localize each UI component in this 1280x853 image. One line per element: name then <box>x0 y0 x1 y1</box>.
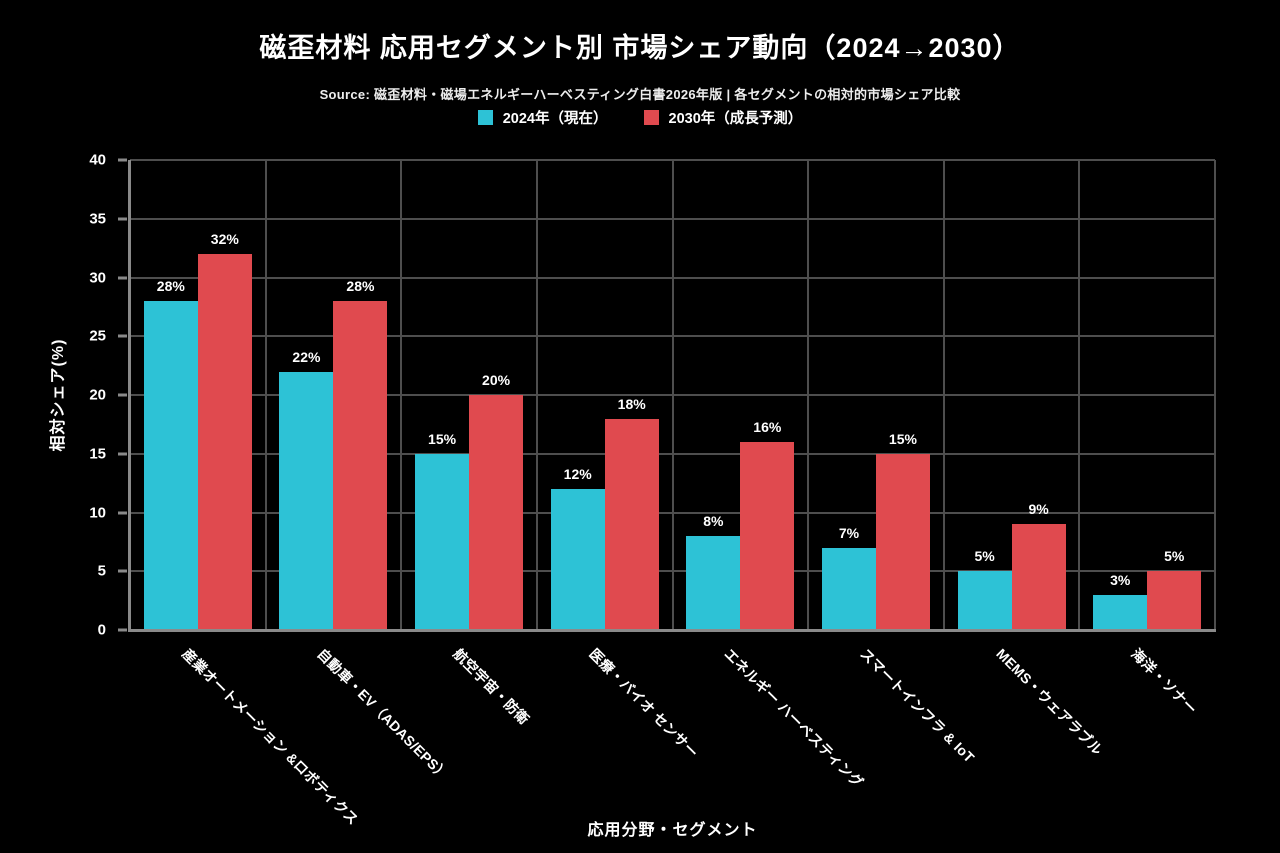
bar-value-label: 20% <box>482 372 511 388</box>
grid-line-vertical <box>400 160 403 630</box>
y-tick-mark <box>118 511 127 514</box>
bar-2030 <box>604 418 659 630</box>
bar-2030 <box>875 453 930 630</box>
x-axis-title: 応用分野・セグメント <box>587 822 758 839</box>
grid-line-vertical <box>942 160 945 630</box>
grid-line-vertical <box>1214 160 1216 630</box>
y-tick-label: 10 <box>89 504 106 521</box>
y-tick-label: 25 <box>89 327 106 345</box>
bar-value-label: 28% <box>346 278 375 294</box>
bar-value-label: 5% <box>1164 548 1185 565</box>
y-tick-label: 20 <box>89 386 106 404</box>
bar-2024 <box>1093 594 1148 630</box>
y-tick-label: 15 <box>89 445 106 463</box>
bar-2024 <box>279 371 334 630</box>
legend-item-2024: 2024年（現在） <box>477 107 608 128</box>
bar-2024 <box>686 536 741 630</box>
y-tick-label: 40 <box>89 151 106 169</box>
bar-2030 <box>1011 524 1066 630</box>
bar-2024 <box>143 301 198 630</box>
grid-line-vertical <box>264 160 267 630</box>
x-tick-label: 海洋・ソナー <box>1128 645 1201 718</box>
chart-title: 磁歪材料 応用セグメント別 市場シェア動向（2024→2030） <box>259 33 1021 63</box>
y-tick-mark <box>118 569 127 573</box>
bar-value-label: 15% <box>888 430 917 447</box>
bar-2024 <box>550 489 605 630</box>
x-tick-label: スマートインフラ & IoT <box>857 645 978 766</box>
y-tick-label: 35 <box>89 210 106 228</box>
grid-line-vertical <box>671 160 674 630</box>
bar-value-label: 8% <box>703 513 724 529</box>
y-tick-mark <box>118 393 127 397</box>
bar-2024 <box>957 571 1012 630</box>
chart-subtitle: Source: 磁歪材料・磁場エネルギーハーベスティング白書2026年版 | 各… <box>319 87 961 102</box>
y-tick-label: 30 <box>89 269 106 286</box>
bar-2030 <box>333 301 388 630</box>
bar-2030 <box>740 442 795 630</box>
bar-value-label: 9% <box>1028 501 1049 518</box>
bar-value-label: 12% <box>563 466 592 482</box>
legend: 2024年（現在） 2030年（成長予測） <box>0 107 1280 128</box>
bar-value-label: 32% <box>210 231 239 247</box>
x-tick-label: エネルギー ハーベスティング <box>721 645 867 791</box>
x-tick-label: 自動車・EV（ADAS/EPS） <box>314 645 453 784</box>
y-tick-mark <box>118 334 127 338</box>
bar-2030 <box>1147 571 1202 630</box>
grid-line-vertical <box>535 160 538 630</box>
bar-2030 <box>197 254 252 630</box>
legend-item-2030: 2030年（成長予測） <box>643 107 803 128</box>
x-axis-line <box>128 629 1216 632</box>
bar-value-label: 15% <box>428 430 457 447</box>
y-tick-mark <box>118 158 127 162</box>
y-tick-mark <box>118 452 127 456</box>
bar-value-label: 5% <box>974 548 995 565</box>
x-tick-label: MEMS・ウェアラブル <box>992 645 1106 759</box>
y-axis-line <box>128 160 131 630</box>
y-tick-label: 5 <box>97 562 106 580</box>
bar-value-label: 28% <box>156 278 185 294</box>
legend-swatch-2024-icon <box>477 110 493 125</box>
bar-value-label: 18% <box>617 395 646 412</box>
y-tick-label: 0 <box>97 621 106 639</box>
legend-label-2030: 2030年（成長予測） <box>668 111 803 127</box>
bar-2024 <box>821 547 876 630</box>
bar-2030 <box>469 395 524 630</box>
bar-value-label: 16% <box>753 419 782 435</box>
y-tick-mark <box>118 217 127 221</box>
bar-value-label: 22% <box>292 348 321 365</box>
grid-line-vertical <box>807 160 810 630</box>
bar-value-label: 3% <box>1110 571 1131 588</box>
grid-line-vertical <box>1078 160 1081 630</box>
y-tick-mark <box>118 628 127 632</box>
legend-swatch-2030-icon <box>643 110 659 125</box>
bar-value-label: 7% <box>838 524 860 541</box>
x-tick-label: 航空宇宙・防衛 <box>450 645 533 728</box>
legend-label-2024: 2024年（現在） <box>502 111 608 127</box>
x-tick-label: 医療・バイオ センサー <box>585 645 702 761</box>
y-tick-mark <box>118 276 127 279</box>
plot-area: 0 5 10 15 20 25 30 35 40 28% 32% 産業オートメーション &ロボティクス… <box>89 152 1216 828</box>
bar-2024 <box>415 453 470 630</box>
